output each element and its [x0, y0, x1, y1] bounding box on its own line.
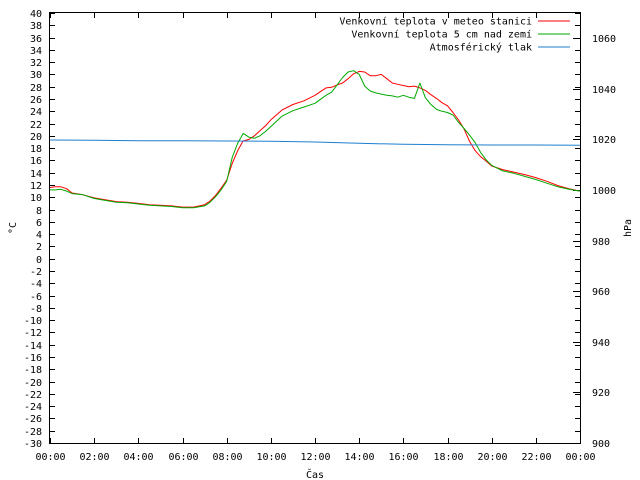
y-left-tick-label: 0 [36, 255, 42, 266]
x-tick-label: 10:00 [256, 452, 286, 463]
x-tick-label: 00:00 [565, 452, 595, 463]
y-left-tick-label: 12 [30, 181, 42, 192]
y-left-tick-label: -6 [30, 292, 42, 303]
y-left-tick-label: -8 [30, 304, 42, 315]
y-axis-right-label: hPa [623, 219, 634, 237]
x-tick-label: 22:00 [521, 452, 551, 463]
y-left-tick-label: 14 [30, 169, 42, 180]
y-left-tick-label: -26 [24, 414, 42, 425]
y-left-tick-label: 28 [30, 83, 42, 94]
y-left-tick-label: 10 [30, 193, 42, 204]
x-tick-label: 12:00 [300, 452, 330, 463]
y-left-tick-label: -16 [24, 353, 42, 364]
y-left-tick-label: 34 [30, 46, 42, 57]
legend-label-0: Venkovní teplota v meteo stanici [339, 16, 532, 28]
y-left-tick-label: 4 [36, 230, 42, 241]
series-line-1 [50, 70, 581, 209]
y-left-tick-label: 6 [36, 218, 42, 229]
y-left-tick-label: 20 [30, 132, 42, 143]
y-right-tick-label: 920 [592, 388, 610, 399]
y-right-tick-label: 1040 [592, 85, 616, 96]
y-right-tick-label: 960 [592, 287, 610, 298]
x-tick-label: 00:00 [35, 452, 65, 463]
axis-ticks: 4038363432302826242220181614121086420-2-… [24, 9, 616, 463]
y-left-tick-label: -10 [24, 316, 42, 327]
y-left-tick-label: -18 [24, 365, 42, 376]
plot-frame [49, 12, 581, 444]
x-tick-label: 14:00 [344, 452, 374, 463]
legend-label-2: Atmosférický tlak [430, 42, 532, 54]
y-left-tick-label: 38 [30, 21, 42, 32]
legend-label-1: Venkovní teplota 5 cm nad zemí [351, 29, 532, 41]
y-left-tick-label: 26 [30, 95, 42, 106]
y-left-tick-label: 16 [30, 156, 42, 167]
y-left-tick-label: -30 [24, 439, 42, 450]
y-left-tick-label: -24 [24, 402, 42, 413]
series-line-2 [49, 139, 581, 146]
y-right-tick-label: 1060 [592, 34, 616, 45]
y-right-tick-label: 980 [592, 237, 610, 248]
y-left-tick-label: -2 [30, 267, 42, 278]
x-tick-label: 06:00 [168, 452, 198, 463]
x-tick-label: 04:00 [123, 452, 153, 463]
y-left-tick-label: -14 [24, 341, 42, 352]
y-left-tick-label: 2 [36, 242, 42, 253]
y-left-tick-label: 8 [36, 206, 42, 217]
y-right-tick-label: 940 [592, 338, 610, 349]
x-tick-label: 08:00 [212, 452, 242, 463]
x-axis-label: Čas [306, 468, 324, 480]
y-right-tick-label: 1020 [592, 135, 616, 146]
series-line-0 [49, 70, 581, 208]
y-left-tick-label: -12 [24, 328, 42, 339]
y-axis-left-label: °C [8, 222, 19, 234]
x-tick-label: 20:00 [477, 452, 507, 463]
y-left-tick-label: -20 [24, 378, 42, 389]
y-right-tick-label: 900 [592, 439, 610, 450]
series-lines [49, 70, 581, 209]
y-left-tick-label: -28 [24, 427, 42, 438]
legend: Venkovní teplota v meteo staniciVenkovní… [339, 16, 570, 54]
y-left-tick-label: -4 [30, 279, 42, 290]
y-right-tick-label: 1000 [592, 186, 616, 197]
y-left-tick-label: 22 [30, 120, 42, 131]
y-left-tick-label: 24 [30, 107, 42, 118]
y-left-tick-label: 30 [30, 70, 42, 81]
y-left-tick-label: 36 [30, 34, 42, 45]
x-tick-label: 18:00 [433, 452, 463, 463]
x-tick-label: 16:00 [388, 452, 418, 463]
y-left-tick-label: 18 [30, 144, 42, 155]
x-tick-label: 02:00 [79, 452, 109, 463]
y-left-tick-label: -22 [24, 390, 42, 401]
y-left-tick-label: 40 [30, 9, 42, 20]
y-left-tick-label: 32 [30, 58, 42, 69]
